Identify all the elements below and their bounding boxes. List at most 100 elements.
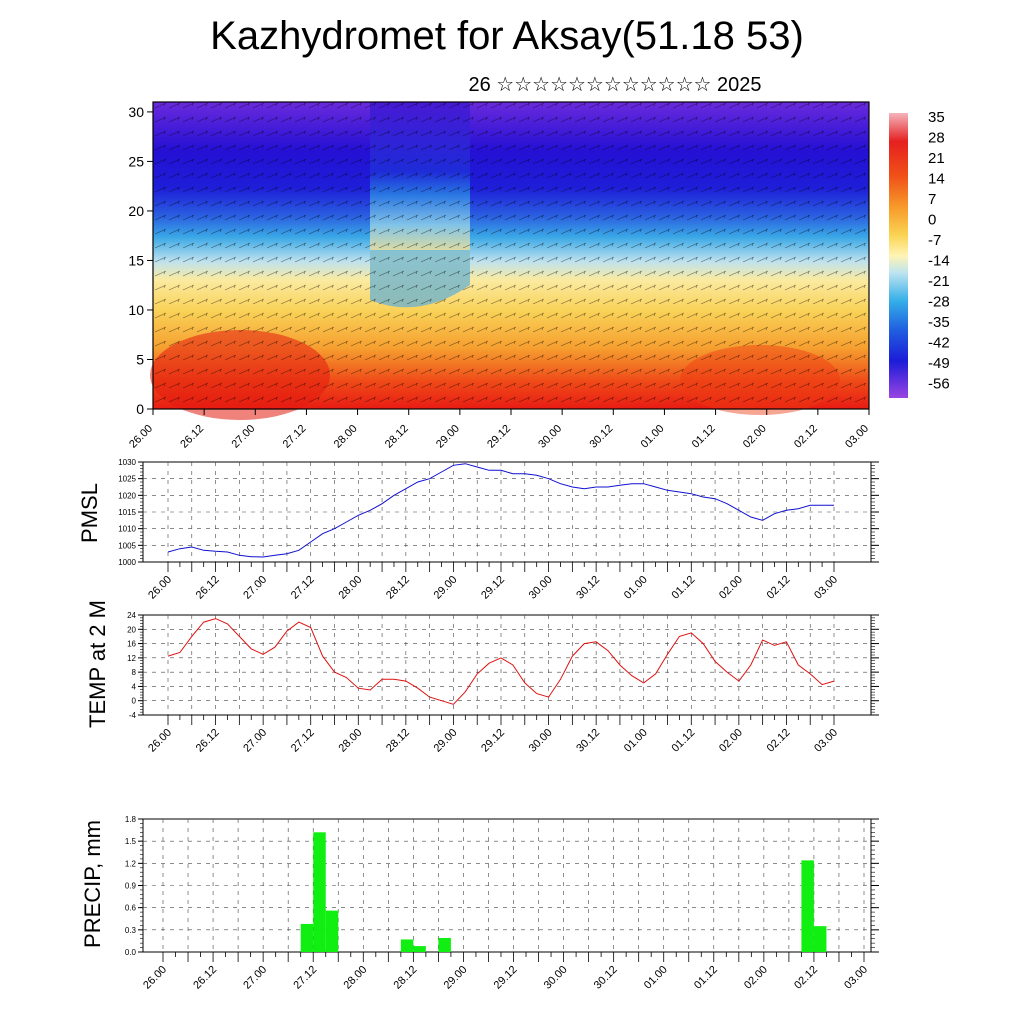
y-tick-label: 1030 [118,458,136,467]
x-tick-label: 01.12 [669,727,697,755]
x-tick-label: 26.12 [194,727,222,755]
x-tick-label: 30.12 [592,964,620,992]
x-tick-label: 02.12 [765,574,793,602]
x-tick-label: 01.12 [692,964,720,992]
y-tick-label: 0 [132,697,137,706]
x-tick-label: 26.12 [194,574,222,602]
precip-bar [413,946,426,952]
x-tick-label: 30.00 [527,727,555,755]
y-tick-label: 20 [127,625,136,634]
y-tick-label: 1005 [118,541,136,550]
x-tick-label: 01.12 [690,423,718,451]
series-line [167,463,834,558]
colorbar-label: -42 [928,335,950,352]
y-tick-label: 16 [127,640,136,649]
x-tick-label: 03.00 [812,727,840,755]
colorbar [889,113,908,398]
chart-subtitle: 26 ☆☆☆☆☆☆☆☆☆☆☆☆ 2025 [468,74,762,96]
x-tick-label: 03.00 [812,574,840,602]
plot-frame [142,614,872,716]
x-tick-label: 28.12 [384,727,412,755]
x-tick-label: 30.00 [536,423,564,451]
x-tick-label: 02.12 [792,964,820,992]
y-tick-label: 0 [136,401,144,417]
x-tick-label: 30.12 [574,727,602,755]
x-tick-label: 29.00 [432,574,460,602]
x-tick-label: 01.00 [642,964,670,992]
y-tick-label: 24 [127,611,136,620]
colorbar-label: -49 [928,355,950,372]
x-tick-label: 27.12 [289,727,317,755]
colorbar-label: -56 [928,376,950,393]
precip-bar [813,926,827,952]
x-tick-label: 28.12 [383,423,411,451]
y-tick-label: 30 [128,104,144,120]
x-tick-label: 27.12 [291,964,319,992]
colorbar-label: -14 [928,253,950,270]
x-tick-label: 27.00 [241,964,269,992]
precip-bar [313,832,326,952]
x-tick-label: 28.12 [392,964,420,992]
y-tick-label: 12 [127,654,136,663]
x-tick-label: 03.00 [843,423,871,451]
y-tick-label: 1.2 [125,859,137,868]
colorbar-label: 35 [928,109,945,126]
y-tick-label: 8 [132,668,137,677]
x-tick-label: 26.00 [141,964,169,992]
y-tick-label: 1015 [118,508,136,517]
x-tick-label: 29.00 [442,964,470,992]
x-tick-label: 26.00 [127,423,155,451]
colorbar-label: 7 [928,191,936,208]
x-tick-label: 01.00 [622,727,650,755]
x-tick-label: 02.00 [742,964,770,992]
x-tick-label: 26.12 [191,964,219,992]
wind-barbs [153,102,869,409]
x-tick-label: 02.00 [717,574,745,602]
precip-bar [801,860,814,952]
x-tick-label: 01.12 [669,574,697,602]
x-tick-label: 28.00 [332,423,360,451]
x-tick-label: 27.12 [281,423,309,451]
x-tick-label: 02.12 [765,727,793,755]
series-line [167,618,835,705]
precip-bar [300,923,314,952]
precip-bar [438,937,451,952]
y-tick-label: 20 [128,203,144,219]
y-tick-label: 0.3 [125,926,137,935]
y-tick-label: 1025 [118,475,136,484]
y-tick-label: 1.8 [125,815,137,824]
x-tick-label: 28.12 [384,574,412,602]
x-tick-label: 30.12 [587,423,615,451]
x-tick-label: 26.00 [146,727,174,755]
y-tick-label: 4 [132,682,137,691]
precip-bar [400,939,414,952]
y-tick-label: 0.6 [125,904,137,913]
colorbar-label: -35 [928,314,950,331]
y-tick-label: 0.0 [125,948,137,957]
x-tick-label: 03.00 [842,964,870,992]
x-tick-label: 02.00 [741,423,769,451]
precip-bar [325,910,339,952]
x-tick-label: 30.12 [574,574,602,602]
x-tick-label: 29.12 [479,574,507,602]
chart-title: Kazhydromet for Aksay(51.18 53) [210,14,804,58]
x-tick-label: 29.12 [479,727,507,755]
x-tick-label: 26.00 [146,574,174,602]
x-tick-label: 27.00 [241,727,269,755]
y-tick-label: 25 [128,153,144,169]
x-tick-label: 27.00 [241,574,269,602]
colorbar-label: 28 [928,130,945,147]
x-tick-label: 29.12 [485,423,513,451]
x-tick-label: 02.12 [792,423,820,451]
colorbar-label: 21 [928,150,945,167]
y-tick-label: 1020 [118,491,136,500]
x-tick-label: 29.00 [434,423,462,451]
x-tick-label: 27.12 [289,574,317,602]
x-tick-label: 29.12 [492,964,520,992]
x-tick-label: 28.00 [336,574,364,602]
y-tick-label: 1.5 [125,837,137,846]
x-tick-label: 26.12 [178,423,206,451]
x-tick-label: 28.00 [341,964,369,992]
colorbar-label: 14 [928,171,945,188]
